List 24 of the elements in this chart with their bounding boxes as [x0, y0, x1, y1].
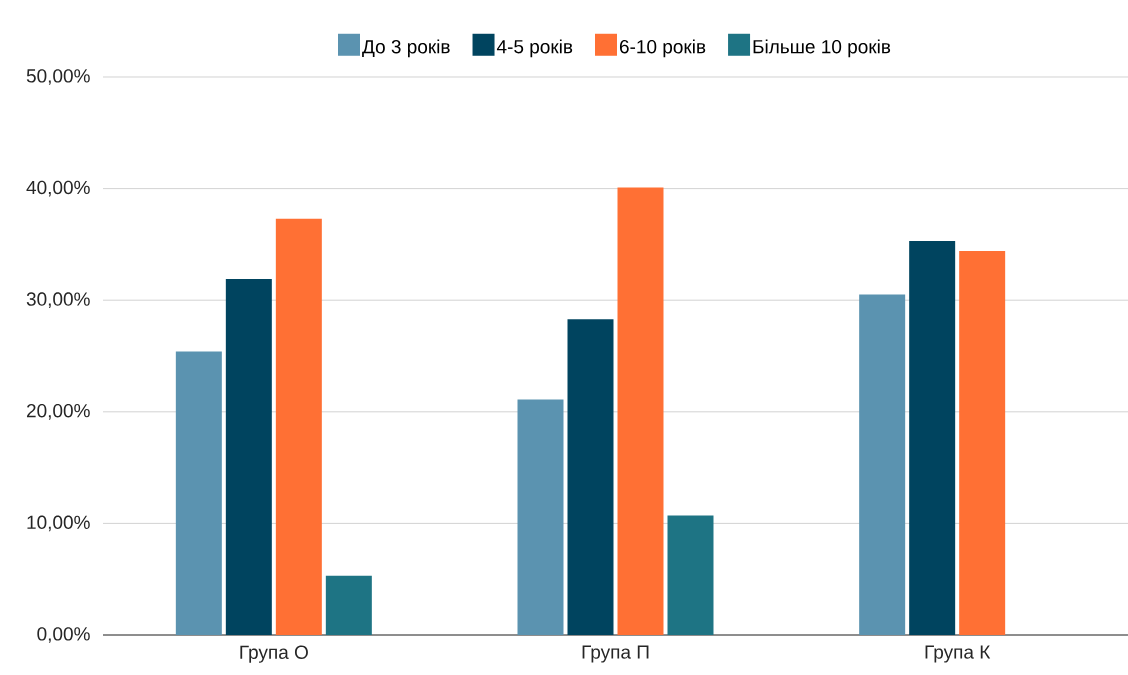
x-tick-label: Група О	[240, 645, 308, 663]
x-tick-label: Група П	[582, 645, 649, 663]
bar	[517, 399, 564, 635]
y-tick-label: 20,00%	[26, 403, 90, 420]
legend-label: 4-5 років	[496, 39, 573, 58]
bar	[617, 187, 664, 635]
y-tick-label: 40,00%	[26, 180, 90, 197]
x-tick-label: Група К	[925, 645, 991, 663]
y-tick-label: 0,00%	[37, 627, 90, 643]
y-tick-label: 30,00%	[26, 292, 90, 309]
bar	[567, 319, 614, 635]
legend-label: До 3 років	[362, 39, 450, 58]
bar	[909, 241, 956, 635]
bar	[175, 351, 222, 635]
bar	[667, 515, 714, 635]
bar	[275, 218, 322, 635]
y-tick-label: 50,00%	[26, 69, 90, 85]
bar	[959, 251, 1006, 635]
y-tick-label: 10,00%	[27, 515, 90, 532]
legend-label: Більше 10 років	[753, 39, 891, 58]
bar	[859, 294, 906, 635]
bar	[325, 575, 372, 635]
bar	[225, 278, 272, 635]
legend-label: 6-10 років	[619, 39, 706, 58]
